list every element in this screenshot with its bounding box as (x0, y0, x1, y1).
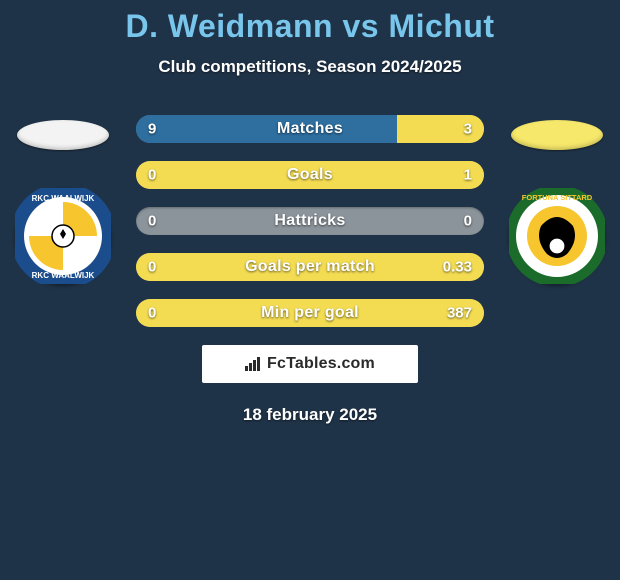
svg-text:RKC WAALWIJK: RKC WAALWIJK (32, 271, 95, 280)
stat-label: Goals (136, 166, 484, 184)
stat-label: Min per goal (136, 304, 484, 322)
rkc-badge-icon: RKC WAALWIJK RKC WAALWIJK (15, 188, 111, 284)
comparison-card: D. Weidmann vs Michut Club competitions,… (0, 0, 620, 580)
player-silhouette-right (511, 120, 603, 150)
team-badge-right: FORTUNA SITTARD (509, 188, 605, 284)
stat-row: 00.33Goals per match (136, 253, 484, 281)
team-badge-left: RKC WAALWIJK RKC WAALWIJK (15, 188, 111, 284)
page-title: D. Weidmann vs Michut (0, 0, 620, 45)
stat-label: Goals per match (136, 258, 484, 276)
svg-text:FORTUNA SITTARD: FORTUNA SITTARD (522, 193, 593, 202)
chart-icon (245, 357, 263, 371)
svg-text:RKC WAALWIJK: RKC WAALWIJK (32, 194, 95, 203)
brand-text: FcTables.com (267, 355, 375, 373)
stat-row: 00Hattricks (136, 207, 484, 235)
stat-row: 93Matches (136, 115, 484, 143)
player-silhouette-left (17, 120, 109, 150)
stat-row: 0387Min per goal (136, 299, 484, 327)
stat-label: Hattricks (136, 212, 484, 230)
subtitle: Club competitions, Season 2024/2025 (0, 57, 620, 77)
right-team-column: FORTUNA SITTARD (502, 112, 612, 284)
stat-label: Matches (136, 120, 484, 138)
brand-box: FcTables.com (202, 345, 418, 383)
stat-row: 01Goals (136, 161, 484, 189)
date-text: 18 february 2025 (0, 405, 620, 425)
left-team-column: RKC WAALWIJK RKC WAALWIJK (8, 112, 118, 284)
fortuna-badge-icon: FORTUNA SITTARD (509, 188, 605, 284)
